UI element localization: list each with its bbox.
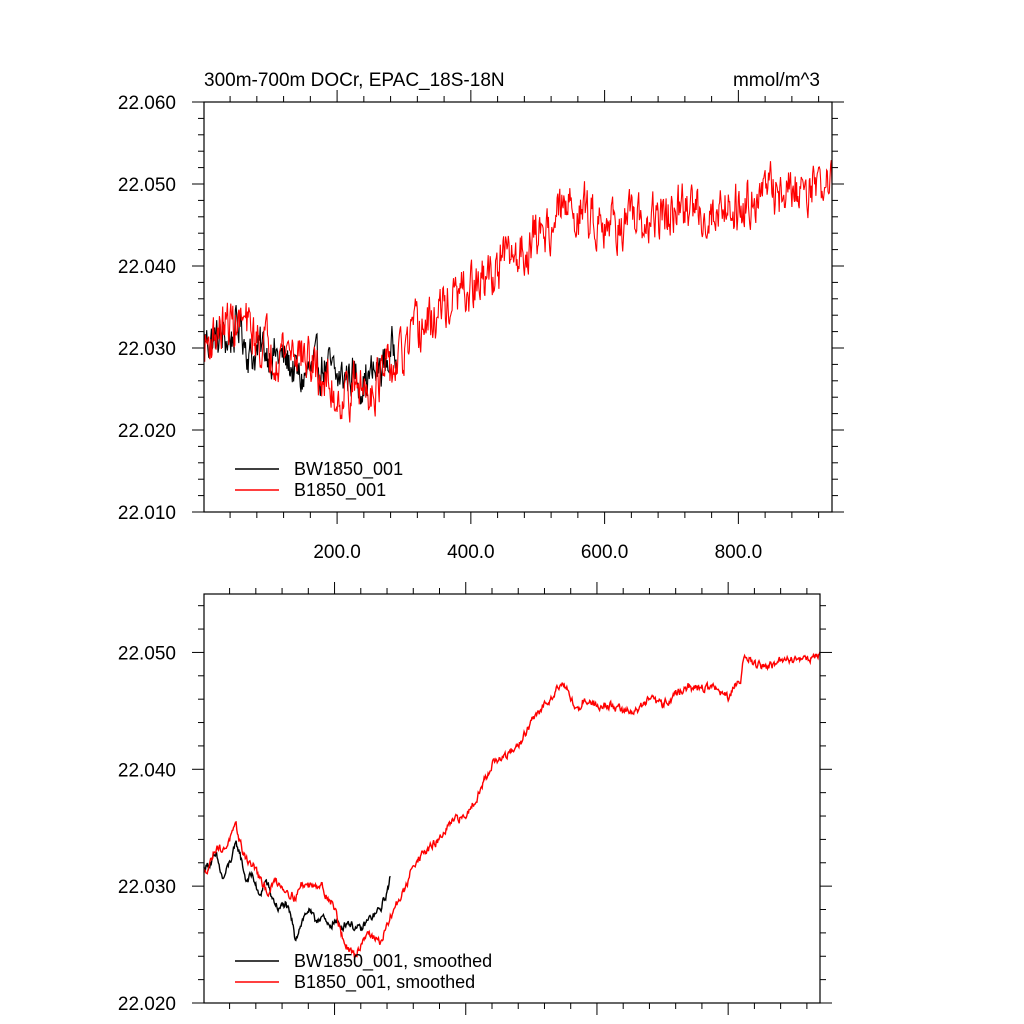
x-tick-label: 200.0: [313, 542, 361, 563]
legend: BW1850_001 B1850_001: [235, 459, 403, 501]
series-line-b1850-001-smoothed: [203, 651, 821, 959]
y-tick-label: 22.010: [118, 503, 176, 524]
x-tick-label: 800.0: [715, 542, 763, 563]
y-tick-label: 22.030: [118, 339, 176, 360]
series-line-b1850-001: [203, 160, 833, 423]
plot-frame: [203, 593, 821, 1004]
legend-label-b1850: B1850_001: [294, 480, 386, 501]
series-layer-smoothed: [203, 651, 821, 959]
legend-label-bw1850: BW1850_001: [294, 459, 403, 480]
y-tick-label: 22.040: [118, 760, 176, 781]
y-tick-label: 22.020: [118, 421, 176, 442]
y-tick-label: 22.060: [118, 93, 176, 114]
bottom-panel: 22.020 22.030 22.040 22.050 BW1850_001, smo…: [118, 582, 832, 1015]
y-tick-label: 22.050: [118, 643, 176, 664]
y-tick-label: 22.030: [118, 877, 176, 898]
series-line-bw1850-001-smoothed: [203, 840, 391, 942]
legend-smoothed: BW1850_001, smoothed B1850_001, smoothed: [235, 951, 492, 993]
y-tick-label: 22.020: [118, 994, 176, 1015]
x-tick-label: 600.0: [581, 542, 629, 563]
y-tick-label: 22.040: [118, 257, 176, 278]
axes-layer: 22.010 22.020 22.030 22.040 22.050 22.060 200.…: [118, 90, 844, 563]
x-tick-label: 400.0: [447, 542, 495, 563]
legend-label-b1850-smoothed: B1850_001, smoothed: [294, 972, 475, 993]
axes-layer-smoothed: 22.020 22.030 22.040 22.050: [118, 582, 832, 1015]
top-panel: 300m-700m DOCr, EPAC_18S-18N mmol/m^3 22…: [118, 70, 844, 563]
plot-frame: [203, 101, 833, 513]
chart-title: 300m-700m DOCr, EPAC_18S-18N: [204, 70, 505, 91]
legend-label-bw1850-smoothed: BW1850_001, smoothed: [294, 951, 492, 972]
series-layer: [203, 160, 833, 423]
units-label: mmol/m^3: [733, 70, 820, 91]
y-tick-label: 22.050: [118, 175, 176, 196]
